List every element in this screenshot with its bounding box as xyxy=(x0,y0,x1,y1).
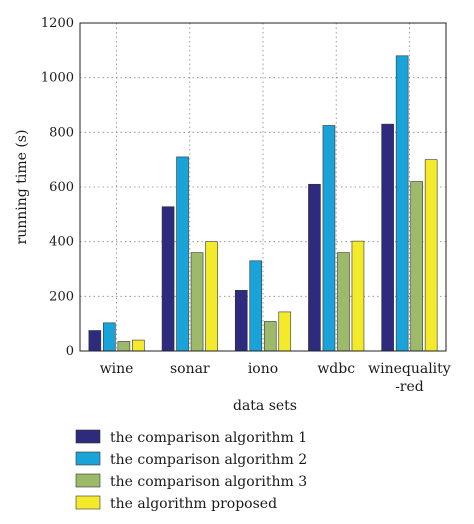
bar-series-4-4 xyxy=(424,159,438,352)
bar-series-1-0 xyxy=(88,330,102,352)
legend-label: the comparison algorithm 2 xyxy=(110,452,307,468)
bar-series-4-3 xyxy=(351,240,365,352)
legend-swatch xyxy=(75,429,101,444)
legend-swatch xyxy=(75,451,101,466)
y-tick-label: 1000 xyxy=(41,71,74,86)
bar-series-2-0 xyxy=(103,322,116,352)
legend-swatch xyxy=(75,495,101,510)
bar-series-2-2 xyxy=(249,260,263,352)
bar-series-3-0 xyxy=(117,341,131,352)
bar-series-3-3 xyxy=(337,252,350,352)
plot-frame xyxy=(79,22,447,352)
x-tick-label: wdbc xyxy=(317,361,355,377)
y-tick-label: 1200 xyxy=(41,16,74,31)
grid-lines xyxy=(80,23,446,351)
bar-series-2-4 xyxy=(395,55,409,352)
bar-series-3-1 xyxy=(190,252,204,352)
x-tick-label: sonar xyxy=(170,361,210,377)
y-axis-ticks: 0 200 400 600 800 1000 1200 xyxy=(41,16,74,359)
legend-label: the algorithm proposed xyxy=(110,496,277,512)
bar-series-1-3 xyxy=(308,183,321,352)
x-axis-categories: wine sonar iono wdbc winequality -red xyxy=(100,361,451,395)
bar-series-3-2 xyxy=(263,321,277,352)
bar-series-4-0 xyxy=(132,339,145,352)
legend-label: the comparison algorithm 3 xyxy=(110,474,307,490)
x-tick-label-line2: -red xyxy=(395,379,424,395)
bar-series-2-1 xyxy=(176,156,189,352)
y-tick-label: 0 xyxy=(66,344,74,359)
legend: the comparison algorithm 1 the comparison… xyxy=(75,429,307,512)
bar-series-3-4 xyxy=(410,181,423,352)
y-axis-label: running time (s) xyxy=(14,130,30,245)
bars xyxy=(88,55,438,352)
y-tick-label: 800 xyxy=(49,125,74,140)
bar-series-1-1 xyxy=(161,206,175,352)
x-tick-label: winequality xyxy=(368,361,451,377)
legend-label: the comparison algorithm 1 xyxy=(110,430,307,446)
legend-swatch xyxy=(75,473,101,488)
bar-series-2-3 xyxy=(322,125,336,352)
bar-series-4-1 xyxy=(205,241,218,352)
x-tick-label: iono xyxy=(248,361,278,377)
bar-series-1-2 xyxy=(234,290,248,352)
x-tick-label: wine xyxy=(100,361,134,377)
y-tick-label: 600 xyxy=(49,180,74,195)
bar-series-4-2 xyxy=(278,311,292,352)
y-tick-label: 400 xyxy=(49,235,74,250)
x-axis-label: data sets xyxy=(233,398,297,414)
y-tick-label: 200 xyxy=(49,289,74,304)
bar-series-1-4 xyxy=(381,123,394,352)
